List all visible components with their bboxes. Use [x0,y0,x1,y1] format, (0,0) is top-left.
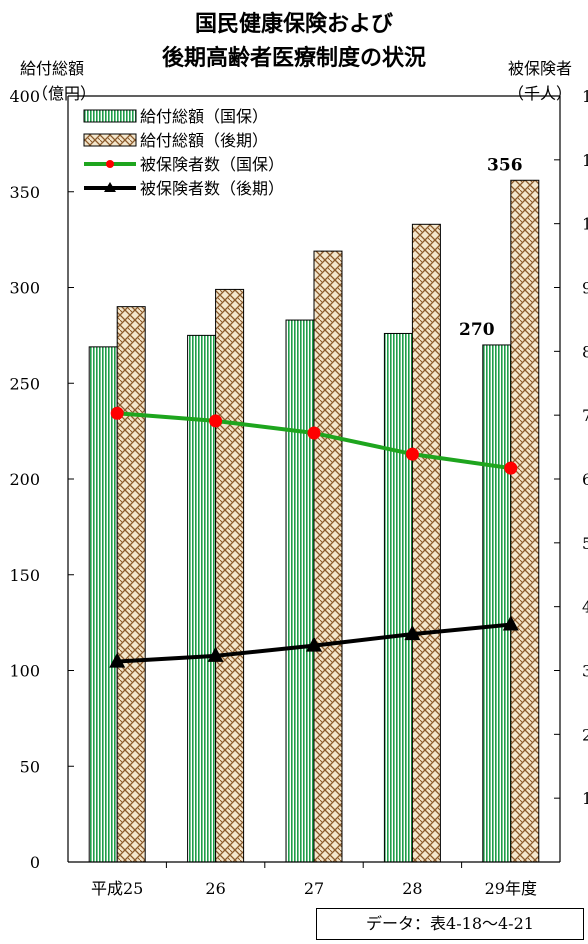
line-point [207,646,224,662]
left-tick-label: 150 [9,566,40,585]
right-tick-label: 11 [582,151,588,170]
left-tick-label: 300 [9,279,40,298]
line-point [504,461,518,475]
chart-title-line2: 後期高齢者医療制度の状況 [161,46,426,71]
chart-title-line1: 国民健康保険および [194,12,393,37]
line-point [307,426,321,440]
bar [88,346,118,863]
bar [116,306,146,863]
right-tick-label: 10 [582,215,588,234]
right-tick-label: 9 [582,279,588,298]
bar [411,223,441,863]
left-tick-label: 250 [9,374,40,393]
bar [187,334,217,863]
line-point [404,625,421,641]
left-tick-label: 50 [20,757,40,776]
right-tick-label: 1 [582,789,588,808]
left-tick-label: 350 [9,183,40,202]
legend-swatch [83,133,137,147]
right-tick-label: 2 [582,725,588,744]
x-tick-label: 27 [304,879,324,898]
left-tick-label: 400 [9,87,40,106]
line-point [502,615,519,631]
legend-label: 被保険者数（後期） [140,179,284,198]
line-point [110,406,124,420]
bar [285,319,315,863]
right-tick-label: 4 [582,598,588,617]
x-tick-label: 28 [402,879,422,898]
right-tick-label: 3 [582,662,588,681]
right-tick-label: 5 [582,534,588,553]
bar [482,344,512,863]
line-point [209,414,223,428]
right-tick-label: 12 [582,87,588,106]
legend-label: 給付総額（国保） [140,107,268,126]
x-tick-label: 26 [205,879,225,898]
legend-label: 給付総額（後期） [140,131,268,150]
data-label: 356 [487,155,523,175]
right-axis-label: 被保険者 [508,59,573,78]
left-axis-label: 給付総額 [20,59,85,78]
left-tick-label: 100 [9,662,40,681]
x-tick-label: 29年度 [485,879,537,898]
bar [383,332,413,863]
x-tick-label: 平成25 [91,879,143,898]
right-tick-label: 7 [582,406,588,425]
left-tick-label: 200 [9,470,40,489]
legend-label: 被保険者数（国保） [140,155,284,174]
line-point [109,652,126,668]
left-axis-unit: （億円） [32,84,97,103]
legend-swatch [83,109,137,123]
right-axis-unit: （千人） [508,84,573,103]
data-label: 270 [459,320,495,340]
bar [215,288,245,863]
data-source-note: データ：表4-18～4-21 [316,908,584,940]
bar [510,179,540,863]
right-tick-label: 8 [582,342,588,361]
bar [313,250,343,863]
line-point [306,636,322,652]
right-tick-label: 6 [582,470,588,489]
left-tick-label: 0 [30,853,40,872]
line-point [405,447,419,461]
legend-marker [104,182,116,192]
legend-marker [106,160,114,168]
